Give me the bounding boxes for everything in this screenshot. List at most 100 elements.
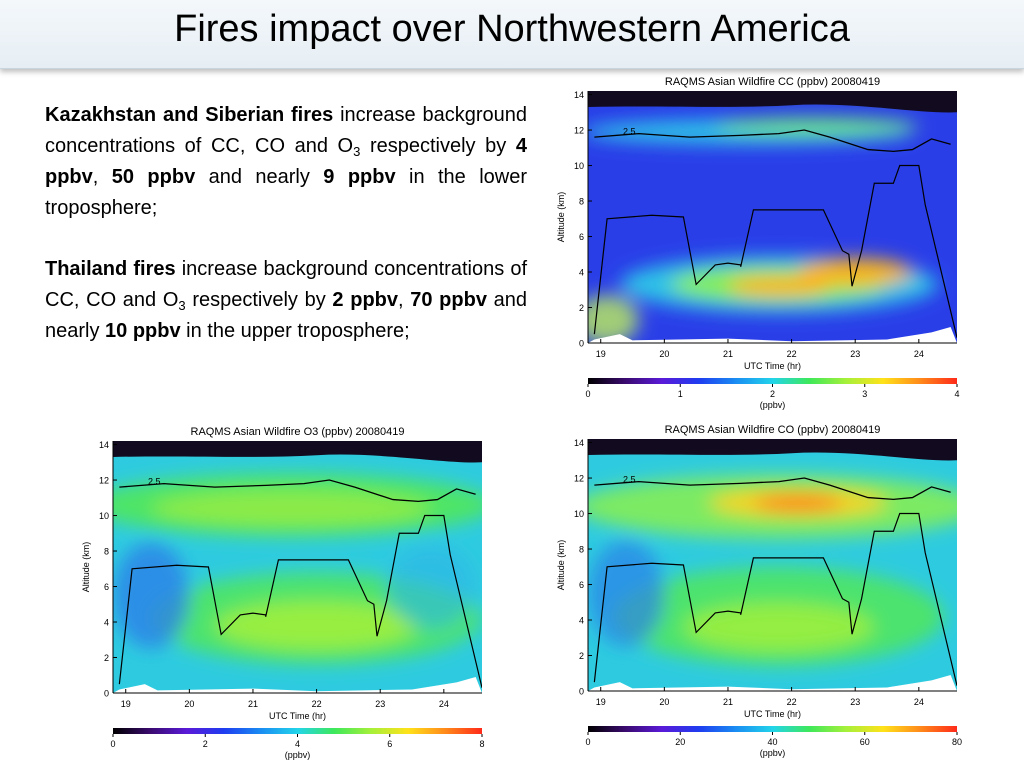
stratosphere-band [588, 439, 957, 461]
plot-area [113, 441, 482, 693]
y-tick-label: 2 [579, 651, 584, 661]
colorbar-tick-label: 80 [952, 737, 962, 747]
x-tick-label: 19 [121, 699, 131, 709]
concentration-blob [797, 257, 913, 287]
concentration-blob [727, 276, 830, 296]
terrain-mask [588, 327, 957, 343]
cc-chart: RAQMS Asian Wildfire CC (ppbv) 20080419 2… [556, 76, 960, 410]
colorbar-label: (ppbv) [760, 400, 786, 410]
x-tick-label: 22 [787, 349, 797, 359]
y-tick-label: 6 [579, 232, 584, 242]
flight-track-line [593, 164, 957, 338]
y-tick-label: 10 [574, 161, 584, 171]
x-tick-label: 21 [248, 699, 258, 709]
y-tick-label: 14 [574, 90, 584, 100]
co-chart: RAQMS Asian Wildfire CO (ppbv) 20080419 2… [556, 424, 962, 758]
colorbar-tick-label: 1 [678, 389, 683, 399]
contour-label: 2.5 [148, 476, 161, 486]
flight-track-line [118, 514, 482, 688]
x-tick-label: 19 [596, 697, 606, 707]
y-tick-label: 0 [579, 687, 584, 697]
x-tick-label: 20 [659, 349, 669, 359]
colorbar-tick-label: 40 [767, 737, 777, 747]
concentration-blob [151, 490, 432, 527]
concentration-blob [683, 602, 875, 652]
x-tick-label: 24 [914, 349, 924, 359]
terrain-mask [588, 675, 957, 691]
text-part: and nearly [45, 289, 528, 342]
y-tick-label: 8 [104, 547, 109, 557]
y-tick-label: 12 [574, 126, 584, 136]
x-tick-label: 20 [659, 697, 669, 707]
x-axis-label: UTC Time (hr) [744, 361, 801, 371]
paragraph-lower-troposphere: Kazakhstan and Siberian fires increase b… [45, 100, 527, 224]
y-tick-label: 14 [574, 438, 584, 448]
concentration-blob [753, 494, 843, 511]
stratosphere-band [113, 441, 482, 463]
plot-area [588, 91, 957, 343]
text-part: respectively by [185, 289, 333, 311]
chart-title: RAQMS Asian Wildfire CO (ppbv) 20080419 [665, 424, 881, 436]
colorbar-tick-label: 20 [675, 737, 685, 747]
x-tick-label: 20 [184, 699, 194, 709]
colorbar-label: (ppbv) [760, 748, 786, 758]
colorbar-tick-label: 0 [585, 389, 590, 399]
paragraph-upper-troposphere: Thailand fires increase background conce… [45, 254, 527, 347]
value-o3: 10 ppbv [105, 320, 181, 342]
y-tick-label: 10 [99, 511, 109, 521]
y-tick-label: 6 [579, 580, 584, 590]
colorbar-tick-label: 8 [479, 739, 484, 749]
text-part: , [398, 289, 411, 311]
text-part: respectively by [360, 135, 516, 157]
colorbar [588, 378, 957, 384]
text-part: in the lower troposphere; [45, 166, 528, 219]
x-tick-label: 19 [596, 349, 606, 359]
y-tick-label: 6 [104, 582, 109, 592]
x-tick-label: 24 [914, 697, 924, 707]
contour-label: 2.5 [623, 474, 636, 484]
y-tick-label: 14 [99, 440, 109, 450]
x-tick-label: 24 [439, 699, 449, 709]
colorbar-tick-label: 6 [387, 739, 392, 749]
colorbar-tick-label: 0 [110, 739, 115, 749]
text-part: and nearly [195, 166, 324, 188]
contour-line [594, 477, 951, 500]
colorbar-label: (ppbv) [285, 750, 311, 760]
chart-title: RAQMS Asian Wildfire CC (ppbv) 20080419 [665, 76, 880, 88]
y-tick-label: 4 [104, 618, 109, 628]
y-tick-label: 0 [579, 339, 584, 349]
colorbar [113, 728, 482, 734]
y-tick-label: 0 [104, 689, 109, 699]
concentration-blob [214, 600, 419, 651]
subscript: 3 [178, 298, 186, 313]
text-part: increase background concentrations of CC… [45, 258, 527, 311]
x-axis-label: UTC Time (hr) [744, 709, 801, 719]
text-part: increase background concentrations of CC… [45, 104, 527, 157]
x-tick-label: 21 [723, 349, 733, 359]
value-cc: 2 ppbv [332, 289, 398, 311]
x-tick-label: 23 [850, 349, 860, 359]
concentration-blob [588, 295, 639, 343]
title-bar: Fires impact over Northwestern America [0, 0, 1024, 69]
y-tick-label: 8 [579, 197, 584, 207]
y-tick-label: 2 [579, 303, 584, 313]
y-tick-label: 12 [99, 476, 109, 486]
contour-line [594, 129, 951, 152]
subscript: 3 [353, 144, 361, 159]
colorbar-tick-label: 2 [770, 389, 775, 399]
y-axis-label: Altitude (km) [81, 542, 91, 593]
value-o3: 9 ppbv [323, 166, 396, 188]
terrain-mask [113, 677, 482, 693]
concentration-field [113, 472, 482, 665]
text-part: , [92, 166, 112, 188]
contour-label: 2.5 [623, 126, 636, 136]
value-co: 70 ppbv [410, 289, 487, 311]
colorbar-tick-label: 60 [860, 737, 870, 747]
colorbar [588, 726, 957, 732]
colorbar-tick-label: 4 [295, 739, 300, 749]
x-axis-label: UTC Time (hr) [269, 711, 326, 721]
concentration-blob [386, 543, 476, 630]
flight-track-line [593, 512, 957, 686]
slide-title: Fires impact over Northwestern America [174, 8, 850, 50]
y-tick-label: 4 [579, 268, 584, 278]
